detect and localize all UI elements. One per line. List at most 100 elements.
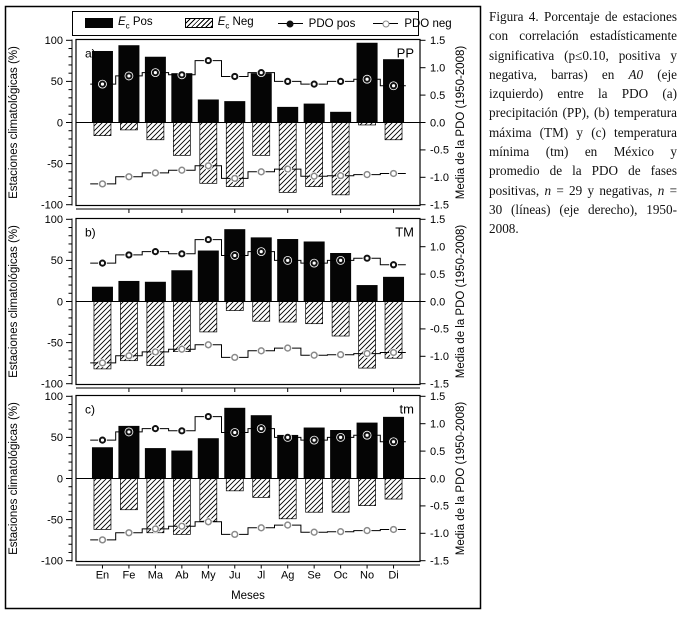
bar-neg-Ag bbox=[278, 122, 297, 193]
bar-neg-Ju bbox=[225, 478, 244, 492]
pdo-neg-marker bbox=[363, 526, 371, 535]
pdo-pos-marker bbox=[363, 254, 371, 262]
bar-neg-Jl bbox=[252, 478, 271, 498]
bar-pos-No bbox=[356, 285, 378, 302]
caption-segment: A0 bbox=[628, 66, 644, 82]
pdo-neg-marker bbox=[363, 349, 371, 358]
bar-neg-My bbox=[199, 301, 218, 333]
bar-neg-En bbox=[93, 478, 112, 530]
pdo-neg-marker bbox=[204, 518, 212, 526]
bar-pos-Se bbox=[303, 103, 325, 123]
right-tick-label: 0.0 bbox=[430, 296, 445, 308]
pdo-neg-marker bbox=[310, 351, 318, 359]
pdo-neg-marker-icon bbox=[382, 20, 390, 27]
pdo-pos-marker bbox=[204, 235, 212, 244]
right-tick-label: -1.5 bbox=[430, 200, 449, 212]
right-tick-label: 1.0 bbox=[430, 418, 445, 430]
bar-pos-Ab bbox=[171, 73, 193, 123]
pdo-neg-marker bbox=[125, 173, 133, 181]
bar-pos-My bbox=[197, 99, 219, 123]
caption-segment: (eje izquierdo) entre la PDO (a) precipi… bbox=[489, 66, 677, 198]
bar-pos-Ju bbox=[224, 407, 246, 479]
right-tick-label: -1.5 bbox=[430, 556, 449, 568]
bar-pos-Di bbox=[383, 276, 405, 302]
pdo-pos-label: PDO pos bbox=[308, 17, 356, 30]
caption-segment: = 30 (líneas) (eje derecho), 1950-2008. bbox=[489, 182, 677, 237]
month-label: Ma bbox=[148, 570, 164, 582]
left-tick-label: 50 bbox=[51, 255, 63, 267]
pdo-pos-marker bbox=[98, 80, 107, 88]
pdo-neg-marker bbox=[336, 172, 345, 180]
pdo-neg-marker bbox=[231, 530, 239, 539]
pdo-pos-marker bbox=[363, 75, 371, 83]
bar-neg-Ag bbox=[278, 301, 297, 323]
pdo-pos-marker bbox=[337, 77, 345, 85]
pdo-neg-marker bbox=[310, 528, 318, 536]
left-axis-title: Estaciones climatológicas (%) bbox=[8, 402, 20, 555]
bar-pos-Ma bbox=[144, 448, 166, 479]
left-tick-label: 0 bbox=[57, 117, 63, 129]
pdo-pos-marker bbox=[257, 69, 265, 77]
right-tick-label: -1.0 bbox=[430, 528, 449, 540]
figure-chart: 100 50 0 -50 -100 Estaciones climatológicas (… bbox=[4, 5, 482, 610]
right-tick-label: -1.5 bbox=[430, 379, 449, 391]
right-tick-label: 0.5 bbox=[430, 90, 445, 102]
right-tick-label: 1.5 bbox=[430, 35, 445, 47]
pdo-pos-marker bbox=[204, 56, 212, 65]
bar-neg-Se bbox=[305, 478, 324, 513]
pdo-neg-marker bbox=[151, 525, 160, 533]
pdo-pos-marker bbox=[178, 250, 186, 258]
caption-segment: Figura 4. Porcentaje de estaciones con c… bbox=[489, 9, 677, 82]
left-tick-label: 50 bbox=[51, 76, 63, 88]
pdo-pos-marker bbox=[178, 427, 186, 435]
bar-neg-No bbox=[358, 478, 376, 506]
right-tick-label: 0.0 bbox=[430, 117, 445, 129]
pdo-pos-marker bbox=[284, 77, 292, 85]
bar-pos-Oc bbox=[330, 430, 352, 479]
right-tick-label: 0.0 bbox=[430, 473, 445, 485]
bar-neg-Fe bbox=[120, 478, 138, 511]
pdo-neg-marker bbox=[389, 169, 398, 178]
pdo-neg-marker bbox=[284, 344, 292, 352]
month-label: Jl bbox=[257, 570, 265, 582]
pdo-neg-marker bbox=[231, 353, 239, 362]
pdo-neg-marker bbox=[125, 352, 133, 360]
pdo-neg-marker bbox=[257, 168, 265, 176]
panel-var-label: tm bbox=[400, 402, 414, 417]
month-label: Ju bbox=[229, 570, 241, 582]
right-tick-label: 1.5 bbox=[430, 214, 445, 226]
left-tick-label: -100 bbox=[41, 379, 63, 391]
caption-segment: = 29 y negativas, bbox=[551, 182, 658, 198]
month-label: Fe bbox=[123, 570, 136, 582]
pdo-pos-marker bbox=[284, 433, 292, 441]
left-tick-label: -50 bbox=[47, 158, 63, 170]
panel-letter: c) bbox=[85, 403, 95, 417]
bar-neg-Ag bbox=[278, 478, 297, 520]
pdo-pos-marker bbox=[284, 256, 292, 264]
left-axis-title: Estaciones climatológicas (%) bbox=[8, 225, 20, 378]
right-tick-label: 1.5 bbox=[430, 391, 445, 403]
bar-neg-Jl bbox=[252, 301, 271, 322]
ec-pos-label-e: E bbox=[118, 16, 126, 29]
pdo-pos-marker bbox=[337, 433, 345, 441]
left-tick-label: 50 bbox=[51, 432, 63, 444]
bar-pos-Di bbox=[383, 59, 405, 123]
bar-pos-Ag bbox=[277, 434, 299, 479]
pdo-pos-marker bbox=[363, 431, 371, 439]
ec-neg-label-sub: c bbox=[225, 21, 230, 31]
pdo-neg-marker bbox=[204, 341, 212, 349]
bar-pos-Ab bbox=[171, 450, 193, 479]
pdo-pos-marker bbox=[151, 248, 159, 256]
left-tick-label: 100 bbox=[45, 35, 63, 47]
month-label: My bbox=[201, 570, 216, 582]
right-tick-label: 1.0 bbox=[430, 62, 445, 74]
month-label: Ag bbox=[281, 570, 294, 582]
right-tick-label: 0.5 bbox=[430, 269, 445, 281]
panel-pp: 100 50 0 -50 -100 Estaciones climatológicas (… bbox=[8, 35, 467, 213]
bar-pos-No bbox=[356, 422, 378, 479]
bar-pos-Di bbox=[383, 416, 405, 479]
right-axis-title: Media de la PDO (1950-2008) bbox=[455, 46, 467, 200]
bar-pos-Ag bbox=[277, 239, 299, 302]
bar-neg-Oc bbox=[331, 478, 350, 513]
